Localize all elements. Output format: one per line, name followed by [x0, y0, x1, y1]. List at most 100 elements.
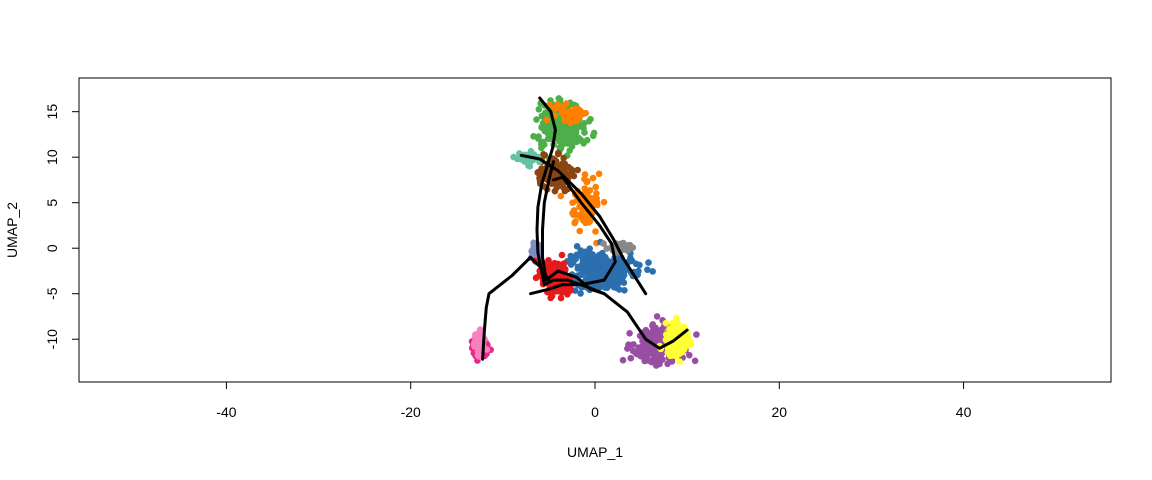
cell-point	[563, 129, 571, 136]
cell-point	[589, 132, 597, 140]
y-tick-label: 10	[44, 149, 60, 165]
cell-point	[640, 349, 647, 357]
x-tick-label: 40	[956, 404, 972, 420]
cell-point	[646, 350, 654, 357]
y-axis-title: UMAP_2	[4, 202, 20, 258]
cell-point	[571, 219, 578, 227]
cell-point	[555, 272, 563, 280]
cell-point	[600, 198, 608, 206]
cell-point	[558, 165, 566, 173]
cell-point	[579, 255, 587, 263]
cell-point	[580, 120, 588, 127]
cell-point	[583, 178, 590, 186]
cell-point	[676, 358, 683, 365]
trajectory-line	[529, 175, 617, 296]
cell-point	[673, 318, 681, 326]
cell-point	[567, 119, 574, 127]
cell-point	[653, 313, 661, 320]
cell-point	[567, 252, 575, 260]
x-tick-label: 0	[591, 404, 599, 420]
cell-point	[576, 113, 583, 120]
cell-point	[620, 271, 628, 279]
trajectory-lines	[481, 96, 689, 361]
cell-point	[593, 190, 600, 197]
cell-point	[554, 149, 562, 157]
cell-point	[558, 289, 566, 296]
cell-point	[558, 251, 566, 259]
cell-point	[592, 228, 599, 235]
cell-point	[580, 140, 587, 147]
cell-point	[563, 111, 571, 118]
cell-point	[653, 362, 660, 369]
cell-point	[668, 358, 676, 365]
y-axis: -10 -5 0 5 10 15	[44, 104, 80, 349]
cell-point	[557, 192, 565, 200]
cell-point	[571, 287, 579, 294]
cell-point	[654, 354, 662, 361]
cell-point	[540, 141, 548, 148]
cell-point	[693, 331, 700, 338]
cell-point	[600, 240, 607, 247]
cell-point	[603, 284, 611, 292]
cell-point	[558, 137, 565, 144]
cell-point	[675, 328, 683, 335]
cell-point	[686, 339, 693, 346]
cell-point	[649, 322, 656, 330]
cell-point	[626, 244, 633, 252]
cell-point	[541, 122, 548, 129]
y-tick-label: 0	[44, 244, 60, 252]
cell-point	[656, 333, 663, 341]
cell-point	[475, 337, 483, 344]
cell-point	[647, 344, 654, 351]
cell-point	[668, 332, 676, 340]
cell-point	[581, 267, 588, 275]
cell-point	[557, 294, 565, 302]
cell-point	[533, 116, 540, 123]
cell-point	[676, 350, 683, 358]
cell-point	[582, 188, 589, 196]
cell-point	[541, 109, 549, 117]
cell-point	[621, 287, 628, 294]
cell-point	[543, 116, 551, 124]
cell-point	[545, 133, 553, 141]
cell-point	[474, 330, 481, 338]
cell-point	[577, 290, 584, 297]
cell-point	[586, 245, 593, 252]
cell-point	[570, 172, 578, 180]
cell-point	[545, 125, 553, 133]
cell-point	[567, 261, 575, 268]
cell-point	[596, 269, 603, 277]
cell-point	[551, 105, 559, 112]
cell-point	[635, 344, 642, 351]
cell-point	[627, 354, 635, 362]
cell-point	[545, 257, 552, 264]
cell-point	[614, 254, 622, 262]
cell-point	[642, 329, 650, 336]
trajectory-line	[535, 96, 689, 350]
cell-point	[596, 251, 603, 259]
cell-point	[559, 104, 567, 112]
cell-point	[581, 129, 588, 136]
cell-point	[568, 136, 575, 143]
cell-point	[595, 170, 603, 178]
cell-point	[576, 227, 583, 235]
cell-point	[679, 341, 687, 348]
cell-point	[550, 264, 558, 271]
cell-point	[569, 209, 576, 217]
cell-point	[603, 245, 610, 252]
cell-point	[662, 319, 670, 327]
scatter-points	[468, 95, 700, 369]
cell-point	[560, 154, 567, 162]
x-axis-title: UMAP_1	[567, 444, 623, 460]
cell-point	[527, 147, 535, 155]
cell-point	[645, 259, 652, 266]
cell-point	[572, 124, 579, 132]
cell-point	[535, 135, 542, 142]
cell-point	[586, 218, 594, 225]
cell-point	[586, 265, 593, 272]
cell-point	[632, 260, 640, 268]
cell-point	[541, 151, 549, 159]
trajectory-line	[519, 153, 648, 296]
cell-point	[575, 134, 582, 142]
